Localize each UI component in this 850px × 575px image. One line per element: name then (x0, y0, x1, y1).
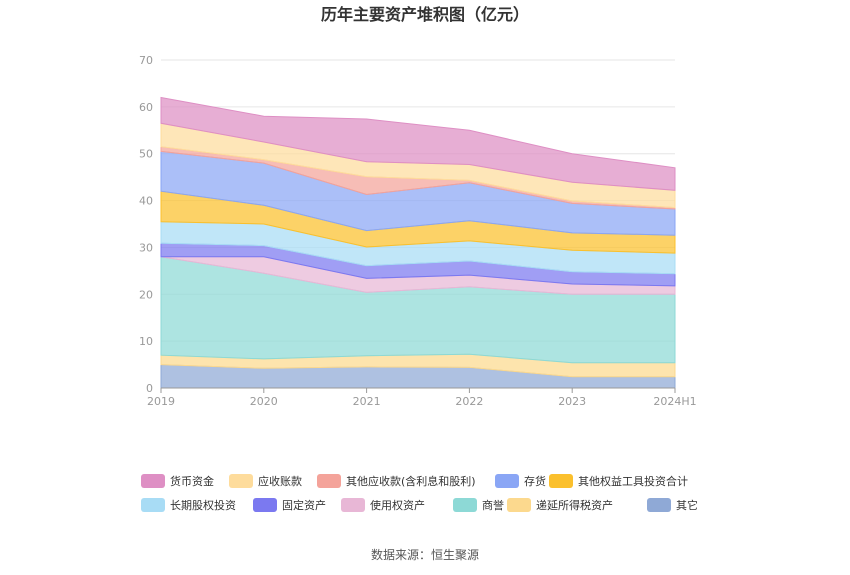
legend-item[interactable]: 商誉 (453, 498, 504, 512)
legend-item[interactable]: 存货 (495, 474, 546, 488)
legend-label: 长期股权投资 (170, 498, 236, 512)
legend-item[interactable]: 其它 (647, 498, 698, 512)
legend-label: 应收账款 (258, 474, 302, 488)
legend-label: 货币资金 (170, 474, 214, 488)
legend-swatch (453, 498, 477, 512)
x-tick-label: 2024H1 (653, 395, 696, 408)
legend-swatch (141, 474, 165, 488)
chart-title: 历年主要资产堆积图（亿元） (321, 5, 529, 24)
legend-label: 递延所得税资产 (536, 498, 613, 512)
axes: 2019 2020 2021 2022 2023 2024H1 (147, 387, 697, 408)
legend-label: 存货 (524, 474, 546, 488)
legend-label: 固定资产 (282, 498, 326, 512)
y-tick-label: 50 (139, 148, 153, 161)
x-tick-label: 2021 (353, 395, 381, 408)
legend-item[interactable]: 递延所得税资产 (507, 498, 613, 512)
legend-swatch (253, 498, 277, 512)
area-series-10[interactable] (160, 96, 676, 191)
legend-item[interactable]: 其他权益工具投资合计 (549, 474, 688, 488)
legend-item[interactable]: 固定资产 (253, 498, 326, 512)
x-tick-label: 2020 (250, 395, 278, 408)
legend-label: 其他应收款(含利息和股利) (346, 474, 476, 488)
legend-item[interactable]: 应收账款 (229, 474, 302, 488)
legend-label: 使用权资产 (370, 498, 425, 512)
legend-item[interactable]: 长期股权投资 (141, 498, 236, 512)
legend-swatch (549, 474, 573, 488)
y-tick-label: 40 (139, 195, 153, 208)
area-layers (160, 96, 676, 389)
y-tick-label: 0 (146, 382, 153, 395)
legend-label: 其它 (676, 498, 698, 512)
legend-swatch (317, 474, 341, 488)
legend-item[interactable]: 使用权资产 (341, 498, 425, 512)
x-tick-label: 2019 (147, 395, 175, 408)
legend-swatch (647, 498, 671, 512)
legend-item[interactable]: 货币资金 (141, 474, 214, 488)
data-source: 数据来源：恒生聚源 (371, 547, 479, 562)
y-tick-label: 10 (139, 335, 153, 348)
x-tick-label: 2022 (455, 395, 483, 408)
y-tick-label: 70 (139, 54, 153, 67)
legend-swatch (141, 498, 165, 512)
legend-item[interactable]: 其他应收款(含利息和股利) (317, 474, 476, 488)
y-tick-label: 20 (139, 288, 153, 301)
legend-swatch (495, 474, 519, 488)
y-tick-label: 30 (139, 241, 153, 254)
legend-swatch (229, 474, 253, 488)
legend-label: 其他权益工具投资合计 (578, 474, 688, 488)
legend-label: 商誉 (482, 498, 504, 512)
y-tick-label: 60 (139, 101, 153, 114)
legend-swatch (507, 498, 531, 512)
legend-swatch (341, 498, 365, 512)
x-tick-label: 2023 (558, 395, 586, 408)
